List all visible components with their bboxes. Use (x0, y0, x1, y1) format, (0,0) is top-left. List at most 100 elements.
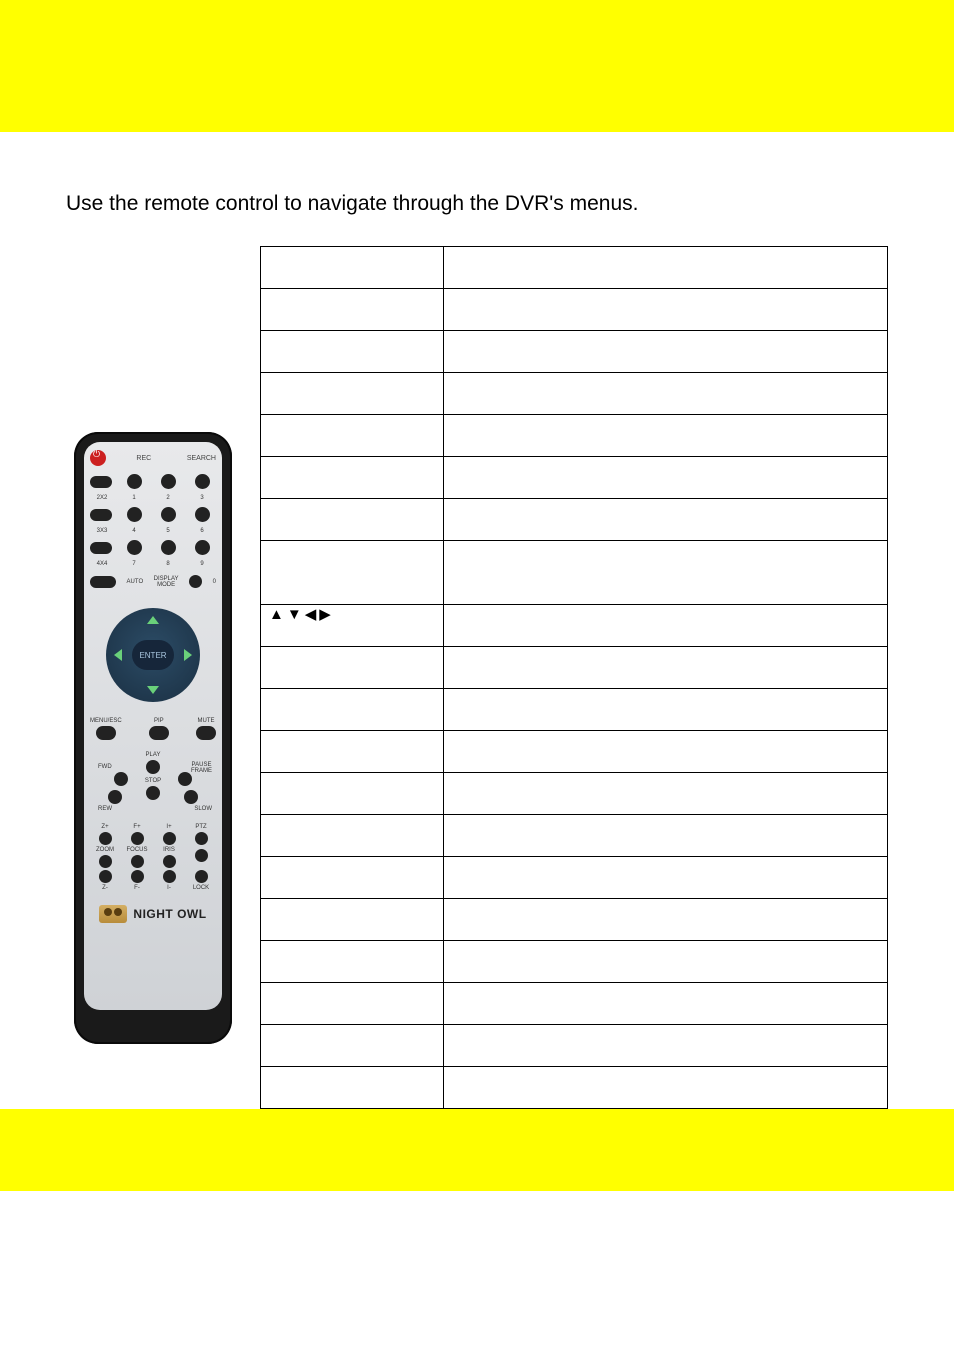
table-cell-left (261, 247, 444, 289)
table-cell-left (261, 647, 444, 689)
pip-label: PIP (154, 718, 164, 724)
table-cell-right (443, 899, 887, 941)
table-cell-left (261, 815, 444, 857)
table-row (261, 415, 888, 457)
ptz-label: PTZ (195, 824, 206, 830)
table-cell-right (443, 331, 887, 373)
arrow-down-icon (147, 686, 159, 694)
top-color-band (0, 0, 954, 132)
table-cell-left (261, 899, 444, 941)
table-row (261, 899, 888, 941)
lock-label: LOCK (193, 885, 209, 891)
table-row (261, 373, 888, 415)
power-icon (90, 450, 106, 466)
table-cell-left (261, 331, 444, 373)
table-cell-right (443, 857, 887, 899)
pause-frame-label: PAUSE FRAME (191, 762, 212, 774)
lbl-auto: AUTO (127, 579, 144, 585)
remote-body: REC SEARCH 2X2123 3X3456 4X4789 (74, 432, 232, 1044)
ptz-grid: Z+ F+ I+ PTZ ZOOM FOCUS IRIS Z- F- I- LO… (90, 824, 216, 891)
menu-esc-label: MENU/ESC (90, 718, 122, 724)
cap-2x2 (90, 476, 112, 488)
cap-auto (90, 576, 116, 588)
play-label: PLAY (146, 752, 161, 758)
slow-label: SLOW (194, 806, 212, 812)
table-cell-left (261, 415, 444, 457)
table-cell-right (443, 773, 887, 815)
table-row (261, 731, 888, 773)
two-column-layout: REC SEARCH 2X2123 3X3456 4X4789 (66, 246, 888, 1109)
table-row (261, 541, 888, 605)
table-cell-left (261, 499, 444, 541)
rec-label: REC (136, 455, 156, 462)
table-row (261, 331, 888, 373)
table-row: ▲▼◀▶ (261, 605, 888, 647)
lbl-2x2: 2X2 (97, 495, 108, 501)
f-plus-label: F+ (133, 824, 140, 830)
stop-label: STOP (145, 778, 161, 784)
table-row (261, 815, 888, 857)
i-minus-label: I- (167, 885, 171, 891)
table-row (261, 247, 888, 289)
table-cell-right (443, 983, 887, 1025)
table-cell-right (443, 647, 887, 689)
lbl-4x4: 4X4 (97, 561, 108, 567)
cap-3x3 (90, 509, 112, 521)
table-cell-right (443, 415, 887, 457)
table-cell-left (261, 373, 444, 415)
z-minus-label: Z- (102, 885, 108, 891)
table-row (261, 857, 888, 899)
rew-label: REW (98, 806, 112, 812)
table-cell-left (261, 541, 444, 605)
table-cell-right (443, 1067, 887, 1109)
table-cell-right (443, 247, 887, 289)
table-row (261, 499, 888, 541)
focus-label: FOCUS (127, 847, 148, 853)
table-cell-left (261, 1067, 444, 1109)
enter-button: ENTER (132, 640, 174, 670)
table-row (261, 941, 888, 983)
table-cell-right (443, 541, 887, 605)
brand-text: NIGHT OWL (133, 907, 206, 921)
table-cell-left (261, 289, 444, 331)
table-row (261, 773, 888, 815)
dpad: ENTER (106, 608, 200, 702)
table-cell-right (443, 289, 887, 331)
table-row (261, 647, 888, 689)
brand-owl-icon (99, 905, 127, 923)
button-reference-table: ▲▼◀▶ (260, 246, 888, 1109)
i-plus-label: I+ (166, 824, 171, 830)
fwd-label: FWD (98, 764, 112, 770)
table-cell-right (443, 499, 887, 541)
table-cell-left: ▲▼◀▶ (261, 605, 444, 647)
table-cell-right (443, 373, 887, 415)
table-row (261, 689, 888, 731)
content-area: Use the remote control to navigate throu… (0, 132, 954, 1109)
arrow-up-icon (147, 616, 159, 624)
cap-4x4 (90, 542, 112, 554)
table-cell-right (443, 815, 887, 857)
f-minus-label: F- (134, 885, 140, 891)
table-row (261, 1067, 888, 1109)
table-cell-right (443, 941, 887, 983)
table-cell-left (261, 857, 444, 899)
table-row (261, 983, 888, 1025)
mute-label: MUTE (197, 718, 214, 724)
arrow-right-icon (184, 649, 192, 661)
table-row (261, 457, 888, 499)
intro-paragraph: Use the remote control to navigate throu… (66, 190, 888, 218)
z-plus-label: Z+ (101, 824, 108, 830)
remote-face: REC SEARCH 2X2123 3X3456 4X4789 (84, 442, 222, 1010)
table-cell-left (261, 941, 444, 983)
table-cell-left (261, 731, 444, 773)
bottom-color-band (0, 1109, 954, 1191)
table-cell-left (261, 983, 444, 1025)
table-cell-right (443, 731, 887, 773)
table-cell-left (261, 773, 444, 815)
number-grid: 2X2123 3X3456 4X4789 (90, 474, 216, 567)
search-label: SEARCH (187, 455, 216, 462)
remote-column: REC SEARCH 2X2123 3X3456 4X4789 (66, 246, 240, 1044)
arrow-left-icon (114, 649, 122, 661)
display-mode-label: DISPLAY MODE (154, 576, 179, 588)
zoom-label: ZOOM (96, 847, 114, 853)
